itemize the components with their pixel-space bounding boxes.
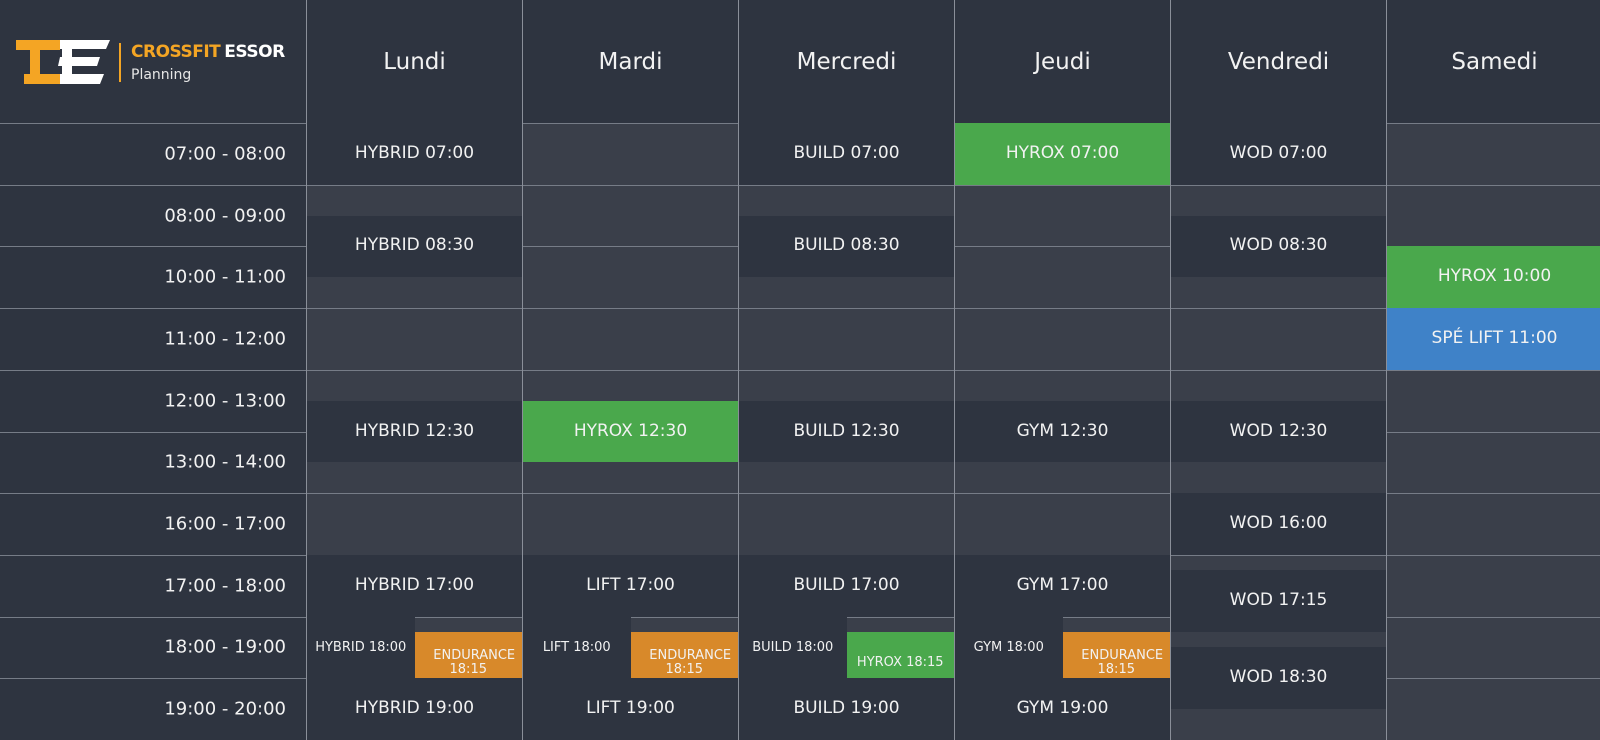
crossfit-essor-logo-icon	[16, 40, 110, 84]
column-divider	[306, 0, 307, 740]
row-divider	[0, 184, 1600, 186]
time-slot-label: 19:00 - 20:00	[164, 698, 286, 720]
day-header-jeudi: Jeudi	[954, 0, 1170, 123]
class-block[interactable]: HYBRID 17:00	[307, 554, 522, 617]
column-divider	[522, 0, 523, 740]
class-label: LIFT 19:00	[586, 698, 675, 719]
class-label: ENDURANCE 18:15	[1081, 648, 1164, 677]
class-label: HYBRID 07:00	[354, 142, 475, 163]
class-block[interactable]: GYM 18:00	[955, 616, 1063, 679]
brand-subtitle: Planning	[131, 67, 192, 83]
class-block[interactable]: WOD 12:30	[1171, 400, 1386, 463]
class-block[interactable]: LIFT 18:00	[523, 616, 631, 679]
class-block[interactable]: HYBRID 12:30	[307, 400, 522, 463]
brand-name-part2: ESSOR	[224, 42, 285, 62]
time-slot-label: 10:00 - 11:00	[164, 266, 286, 288]
column-divider	[954, 0, 955, 740]
time-slot-label: 08:00 - 09:00	[164, 205, 286, 227]
class-label: GYM 18:00	[973, 639, 1044, 655]
class-label: ENDURANCE 18:15	[433, 648, 516, 677]
class-label: HYBRID 18:00	[315, 639, 407, 655]
class-block[interactable]: HYBRID 08:30	[307, 215, 522, 278]
class-block[interactable]: HYBRID 07:00	[307, 123, 522, 185]
class-label: BUILD 17:00	[793, 574, 900, 595]
row-divider	[0, 493, 1600, 495]
class-label: SPÉ LIFT 11:00	[1431, 328, 1558, 349]
class-label: LIFT 18:00	[542, 639, 611, 655]
row-divider	[0, 308, 1600, 310]
class-label: ENDURANCE 18:15	[649, 648, 732, 677]
class-block[interactable]: BUILD 17:00	[739, 554, 954, 617]
class-block[interactable]: SPÉ LIFT 11:00	[1387, 308, 1600, 370]
time-slot-label: 18:00 - 19:00	[164, 636, 286, 658]
class-label: BUILD 08:30	[793, 235, 900, 256]
time-slot-label: 12:00 - 13:00	[164, 390, 286, 412]
class-block[interactable]: GYM 17:00	[955, 554, 1170, 617]
time-slot-label: 11:00 - 12:00	[164, 328, 286, 350]
class-block[interactable]: WOD 08:30	[1171, 215, 1386, 278]
class-block[interactable]: LIFT 19:00	[523, 678, 738, 740]
day-header-mercredi: Mercredi	[738, 0, 954, 123]
class-label: HYROX 12:30	[573, 420, 688, 441]
class-block[interactable]: WOD 18:30	[1171, 647, 1386, 710]
class-label: HYROX 10:00	[1437, 266, 1552, 287]
class-block[interactable]: BUILD 18:00	[739, 616, 847, 679]
class-block[interactable]: WOD 07:00	[1171, 123, 1386, 185]
day-header-mardi: Mardi	[522, 0, 738, 123]
class-label: WOD 16:00	[1229, 513, 1328, 534]
column-divider	[1170, 0, 1171, 740]
day-header-vendredi: Vendredi	[1170, 0, 1386, 123]
day-header-samedi: Samedi	[1386, 0, 1600, 123]
class-label: BUILD 18:00	[752, 639, 834, 655]
class-label: HYROX 18:15	[856, 655, 944, 671]
class-label: LIFT 17:00	[586, 574, 675, 595]
class-label: GYM 19:00	[1016, 698, 1109, 719]
class-block[interactable]: BUILD 19:00	[739, 678, 954, 740]
class-label: HYROX 07:00	[1005, 142, 1120, 163]
column-divider	[1386, 0, 1387, 740]
class-block[interactable]: BUILD 07:00	[739, 123, 954, 185]
class-label: BUILD 07:00	[793, 142, 900, 163]
class-label: GYM 12:30	[1016, 420, 1109, 441]
logo-area: CROSSFIT ESSOR Planning	[0, 0, 306, 123]
class-label: HYBRID 12:30	[354, 420, 475, 441]
class-label: HYBRID 19:00	[354, 698, 475, 719]
class-block[interactable]: HYBRID 18:00	[307, 616, 415, 679]
column-divider	[738, 0, 739, 740]
class-block[interactable]: BUILD 08:30	[739, 215, 954, 278]
class-block[interactable]: HYROX 10:00	[1387, 246, 1600, 309]
logo-separator	[119, 43, 121, 82]
class-block[interactable]: BUILD 12:30	[739, 400, 954, 463]
class-label: WOD 08:30	[1229, 235, 1328, 256]
class-label: WOD 17:15	[1229, 590, 1328, 611]
class-block[interactable]: WOD 17:15	[1171, 570, 1386, 632]
class-block[interactable]: HYBRID 19:00	[307, 678, 522, 740]
time-slot-label: 17:00 - 18:00	[164, 575, 286, 597]
class-block[interactable]: WOD 16:00	[1171, 493, 1386, 555]
class-block[interactable]: GYM 19:00	[955, 678, 1170, 740]
time-slot-label: 16:00 - 17:00	[164, 513, 286, 535]
brand-name-part1: CROSSFIT	[131, 42, 221, 62]
class-label: BUILD 12:30	[793, 420, 900, 441]
class-label: HYBRID 08:30	[354, 235, 475, 256]
class-label: WOD 07:00	[1229, 142, 1328, 163]
class-label: BUILD 19:00	[793, 698, 900, 719]
time-slot-label: 07:00 - 08:00	[164, 143, 286, 165]
class-block[interactable]: GYM 12:30	[955, 400, 1170, 463]
class-block[interactable]: LIFT 17:00	[523, 554, 738, 617]
time-slot-label: 13:00 - 14:00	[164, 451, 286, 473]
class-label: WOD 12:30	[1229, 420, 1328, 441]
day-header-lundi: Lundi	[306, 0, 522, 123]
class-label: WOD 18:30	[1229, 667, 1328, 688]
class-block[interactable]: HYROX 07:00	[955, 123, 1170, 185]
class-block[interactable]: HYROX 12:30	[523, 400, 738, 463]
class-label: GYM 17:00	[1016, 574, 1109, 595]
brand-name: CROSSFIT ESSOR	[131, 42, 285, 62]
class-label: HYBRID 17:00	[354, 574, 475, 595]
row-divider	[0, 369, 1600, 371]
